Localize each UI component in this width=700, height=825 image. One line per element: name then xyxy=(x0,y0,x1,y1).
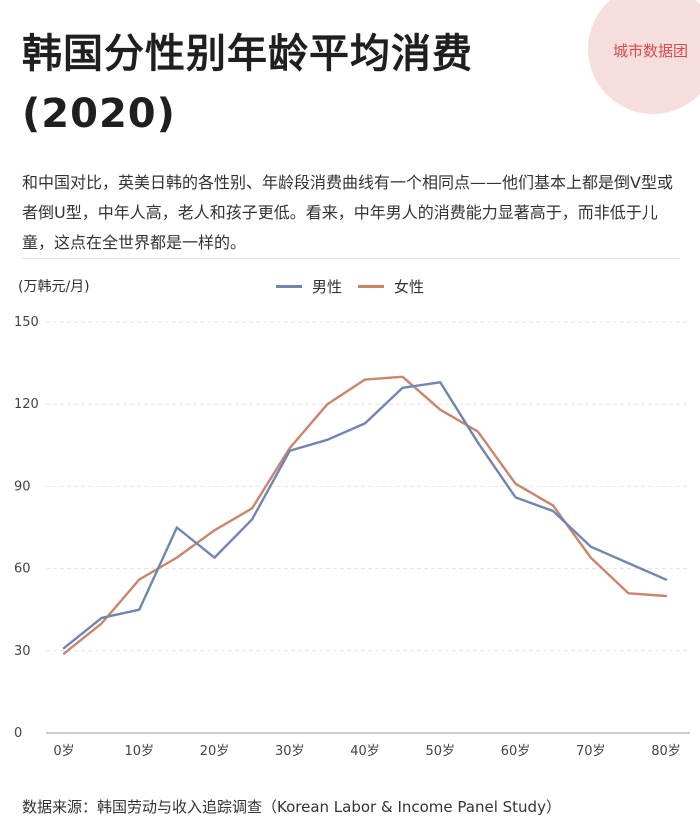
y-tick-label: 60 xyxy=(14,562,31,577)
x-tick-label: 30岁 xyxy=(275,744,305,759)
x-tick-label: 40岁 xyxy=(350,744,380,759)
y-axis-unit-label: (万韩元/月) xyxy=(18,279,90,295)
page-title: 韩国分性别年龄平均消费 (2020) xyxy=(22,31,473,137)
y-tick-label: 120 xyxy=(14,397,39,412)
logo-badge xyxy=(588,0,700,114)
legend-item-male: 男性 xyxy=(276,276,342,297)
series-line-male xyxy=(62,381,668,650)
legend-swatch-male xyxy=(276,285,302,288)
series-line-female xyxy=(62,375,668,655)
legend-swatch-female xyxy=(358,285,384,288)
divider xyxy=(22,258,680,259)
x-tick-label: 10岁 xyxy=(124,744,154,759)
legend-label-male: 男性 xyxy=(312,278,343,296)
line-chart: 0 30 60 90 120 150 0岁 10岁 20岁 30岁 40岁 50岁 60岁 70岁 80岁 xyxy=(14,315,690,759)
x-tick-label: 60岁 xyxy=(501,744,531,759)
x-tick-label: 70岁 xyxy=(576,744,606,759)
x-tick-label: 80岁 xyxy=(651,744,681,759)
y-tick-label: 90 xyxy=(14,479,31,494)
x-tick-label: 50岁 xyxy=(425,744,455,759)
source-note: 数据来源：韩国劳动与收入追踪调查（Korean Labor & Income P… xyxy=(22,798,561,816)
x-tick-label: 20岁 xyxy=(200,744,230,759)
description-text: 和中国对比，英美日韩的各性别、年龄段消费曲线有一个相同点——他们基本上都是倒V型… xyxy=(22,173,673,252)
y-tick-label: 150 xyxy=(14,315,39,330)
logo-text: 城市数据团 xyxy=(612,42,688,60)
brand-logo: 城市数据团 xyxy=(588,0,700,114)
y-tick-label: 30 xyxy=(14,644,31,659)
x-tick-label: 0岁 xyxy=(53,744,74,759)
y-tick-label: 0 xyxy=(14,726,22,741)
legend-label-female: 女性 xyxy=(394,278,425,296)
legend-item-female: 女性 xyxy=(358,276,424,297)
